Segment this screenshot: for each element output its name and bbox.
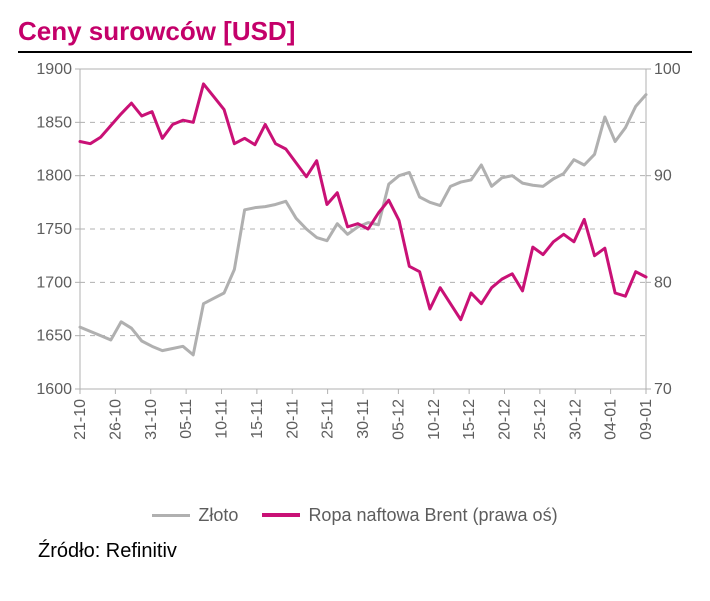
svg-text:70: 70 <box>654 381 672 398</box>
svg-text:1800: 1800 <box>36 168 72 185</box>
svg-text:30-12: 30-12 <box>567 399 584 440</box>
svg-text:21-10: 21-10 <box>72 399 89 440</box>
legend-item: Ropa naftowa Brent (prawa oś) <box>262 505 557 526</box>
svg-text:04-01: 04-01 <box>603 399 620 440</box>
svg-text:31-10: 31-10 <box>143 399 160 440</box>
svg-text:20-11: 20-11 <box>284 399 301 439</box>
svg-text:05-12: 05-12 <box>390 399 407 440</box>
svg-text:10-12: 10-12 <box>426 399 443 440</box>
chart-card: Ceny surowców [USD] 1600 1650 1700 1750 1800… <box>0 0 710 601</box>
svg-text:1700: 1700 <box>36 274 72 291</box>
legend-swatch <box>262 513 300 517</box>
source-label: Źródło: Refinitiv <box>38 540 692 563</box>
legend-item: Złoto <box>152 505 238 526</box>
title-rule <box>18 51 692 53</box>
svg-text:1750: 1750 <box>36 221 72 238</box>
svg-text:30-11: 30-11 <box>355 399 372 439</box>
svg-text:05-11: 05-11 <box>178 399 195 439</box>
svg-text:1900: 1900 <box>36 61 72 78</box>
chart-area: 1600 1650 1700 1750 1800 1850 1900 70 80 90 100 21-… <box>18 59 692 499</box>
legend-label: Złoto <box>198 505 238 526</box>
svg-text:1650: 1650 <box>36 328 72 345</box>
legend-swatch <box>152 514 190 517</box>
legend-label: Ropa naftowa Brent (prawa oś) <box>308 505 557 526</box>
svg-text:10-11: 10-11 <box>214 399 231 439</box>
svg-text:25-12: 25-12 <box>532 399 549 440</box>
svg-text:1600: 1600 <box>36 381 72 398</box>
svg-text:20-12: 20-12 <box>497 399 514 440</box>
svg-text:25-11: 25-11 <box>320 399 337 439</box>
svg-text:90: 90 <box>654 168 672 185</box>
svg-text:15-11: 15-11 <box>249 399 266 439</box>
legend: Złoto Ropa naftowa Brent (prawa oś) <box>18 501 692 526</box>
svg-text:100: 100 <box>654 61 681 78</box>
chart-title: Ceny surowców [USD] <box>18 16 692 47</box>
svg-text:26-10: 26-10 <box>107 399 124 440</box>
svg-text:09-01: 09-01 <box>638 399 655 440</box>
line-chart: 1600 1650 1700 1750 1800 1850 1900 70 80 90 100 21-… <box>18 59 692 499</box>
svg-text:1850: 1850 <box>36 114 72 131</box>
svg-text:80: 80 <box>654 274 672 291</box>
svg-text:15-12: 15-12 <box>461 399 478 440</box>
